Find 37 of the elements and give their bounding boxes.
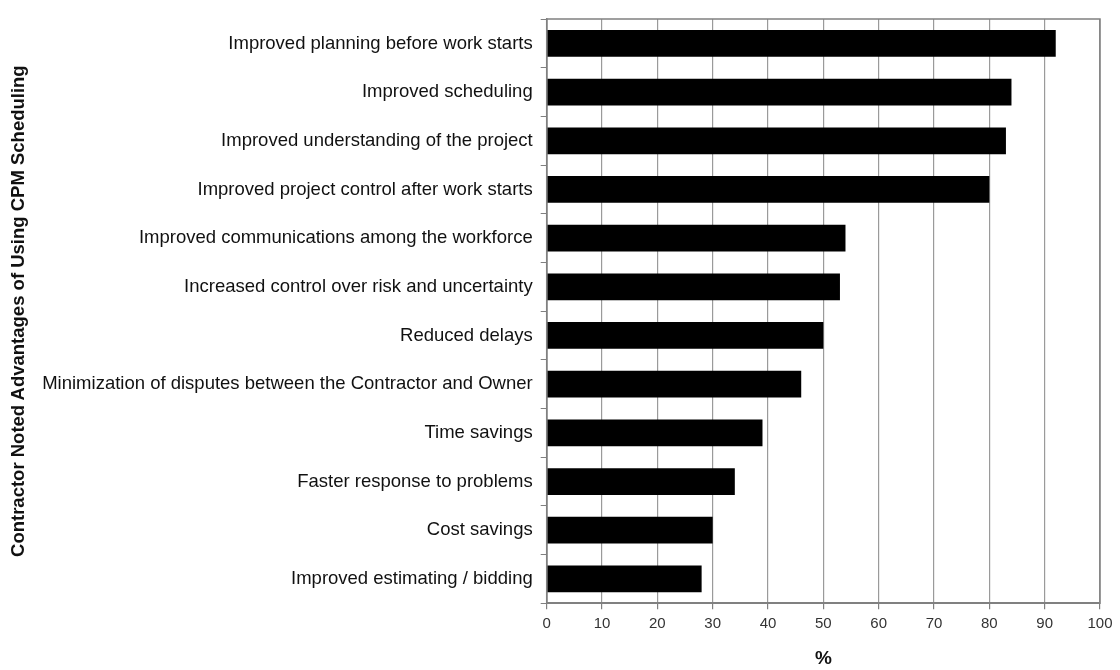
y-tick-label: Improved project control after work starts: [197, 177, 533, 199]
x-tick-label: 80: [981, 614, 998, 632]
y-tick-label: Reduced delays: [400, 323, 533, 345]
bar: [547, 468, 735, 495]
x-tick-label: 0: [542, 614, 551, 632]
bar: [547, 176, 990, 203]
bar: [547, 273, 840, 301]
bar: [547, 322, 824, 349]
x-tick-label: 50: [815, 614, 832, 632]
x-tick-label: 30: [704, 614, 722, 632]
y-tick-label: Improved scheduling: [361, 80, 533, 102]
bar: [547, 224, 846, 252]
y-tick-label: Minimization of disputes between the Contractor and Owner: [42, 372, 533, 394]
y-tick-label: Cost savings: [426, 518, 533, 540]
y-tick-label: Improved communications among the workforce: [138, 226, 533, 248]
x-tick-label: 40: [759, 614, 777, 632]
y-tick-label: Improved planning before work starts: [228, 31, 533, 53]
bar: [547, 78, 1012, 106]
bar: [547, 419, 763, 447]
x-axis-title: %: [814, 646, 832, 668]
x-tick-label: 10: [593, 614, 611, 632]
bar: [547, 30, 1056, 57]
y-tick-label: Faster response to problems: [297, 469, 533, 491]
y-tick-label: Improved understanding of the project: [221, 128, 533, 150]
y-tick-label: Increased control over risk and uncertainty: [184, 274, 534, 296]
y-tick-label: Improved estimating / bidding: [291, 566, 533, 588]
x-tick-label: 20: [649, 614, 666, 632]
bar: [547, 127, 1006, 155]
x-tick-label: 90: [1036, 614, 1054, 632]
bar: [547, 370, 802, 398]
x-tick-label: 60: [870, 614, 888, 632]
bar: [547, 516, 713, 544]
x-tick-label: 70: [925, 614, 943, 632]
y-tick-label: Time savings: [424, 420, 533, 442]
y-axis-title: Contractor Noted Advantages of Using CPM Scheduling: [7, 65, 29, 557]
x-tick-label: 100: [1087, 614, 1113, 632]
bar: [547, 565, 702, 593]
